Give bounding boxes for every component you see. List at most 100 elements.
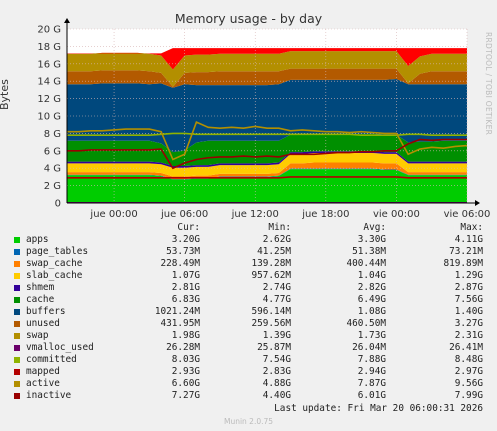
legend-row-unused: unused 431.95M 259.56M 460.50M 3.27G	[0, 318, 497, 330]
legend-name: shmem	[26, 282, 55, 293]
legend-max: 2.97G	[454, 366, 483, 377]
area-slab_cache	[67, 152, 467, 177]
legend-avg: 7.87G	[357, 378, 386, 389]
legend-swatch	[14, 381, 20, 387]
legend-swatch	[14, 297, 20, 303]
legend-avg: 2.82G	[357, 282, 386, 293]
legend-min: 2.62G	[262, 234, 291, 245]
y-tick-label: 4 G	[44, 164, 61, 175]
y-tick-label: 12 G	[37, 94, 61, 105]
legend-row-slab_cache: slab_cache 1.07G 957.62M 1.04G 1.29G	[0, 270, 497, 282]
y-tick-label: 18 G	[37, 42, 61, 53]
line-mapped	[67, 176, 467, 179]
legend-cur: 3.20G	[171, 234, 200, 245]
legend-min: 4.77G	[262, 294, 291, 305]
legend-header-avg: Avg:	[363, 222, 386, 233]
y-tick-label: 20 G	[37, 25, 61, 36]
legend-max: 7.56G	[454, 294, 483, 305]
legend-min: 4.40G	[262, 390, 291, 401]
legend-name: mapped	[26, 366, 60, 377]
legend-swatch	[14, 369, 20, 375]
legend-header: Cur: Min: Avg: Max:	[0, 222, 497, 234]
y-tick-label: 10 G	[37, 112, 61, 123]
legend-avg: 1.73G	[357, 330, 386, 341]
area-shmem	[67, 151, 467, 168]
legend-row-active: active 6.60G 4.88G 7.87G 9.56G	[0, 378, 497, 390]
last-update: Last update: Fri Mar 20 06:00:31 2026	[274, 403, 483, 414]
legend-cur: 6.60G	[171, 378, 200, 389]
legend-min: 957.62M	[251, 270, 291, 281]
legend-swatch	[14, 333, 20, 339]
legend-row-shmem: shmem 2.81G 2.74G 2.82G 2.87G	[0, 282, 497, 294]
legend-avg: 26.04M	[352, 342, 386, 353]
y-tick-label: 14 G	[37, 77, 61, 88]
legend-cur: 2.93G	[171, 366, 200, 377]
legend-max: 2.31G	[454, 330, 483, 341]
legend-avg: 3.30G	[357, 234, 386, 245]
legend-min: 7.54G	[262, 354, 291, 365]
legend-swatch	[14, 393, 20, 399]
legend-name: buffers	[26, 306, 66, 317]
legend-row-buffers: buffers 1021.24M 596.14M 1.08G 1.40G	[0, 306, 497, 318]
x-tick-label: jue 06:00	[160, 209, 208, 220]
y-tick-label: 0	[55, 199, 61, 210]
legend-swatch	[14, 357, 20, 363]
legend-name: inactive	[26, 390, 72, 401]
legend-max: 1.29G	[454, 270, 483, 281]
legend-name: page_tables	[26, 246, 89, 257]
y-tick-label: 8 G	[44, 129, 61, 140]
legend-cur: 53.73M	[166, 246, 200, 257]
legend-avg: 460.50M	[346, 318, 386, 329]
legend-cur: 1.98G	[171, 330, 200, 341]
legend-cur: 228.49M	[160, 258, 200, 269]
legend-cur: 1.07G	[171, 270, 200, 281]
legend-min: 1.39G	[262, 330, 291, 341]
legend-avg: 2.94G	[357, 366, 386, 377]
legend-swatch	[14, 261, 20, 267]
x-tick-label: jue 12:00	[231, 209, 279, 220]
legend-cur: 7.27G	[171, 390, 200, 401]
line-inactive	[67, 138, 467, 170]
legend-cur: 6.83G	[171, 294, 200, 305]
legend-avg: 400.44M	[346, 258, 386, 269]
legend-swatch	[14, 285, 20, 291]
y-tick-label: 16 G	[37, 59, 61, 70]
legend-cur: 2.81G	[171, 282, 200, 293]
legend-swatch	[14, 345, 20, 351]
legend-row-inactive: inactive 7.27G 4.40G 6.01G 7.99G	[0, 390, 497, 402]
legend-swatch	[14, 321, 20, 327]
legend-max: 7.99G	[454, 390, 483, 401]
legend-cur: 1021.24M	[154, 306, 200, 317]
x-tick-label: vie 00:00	[373, 209, 420, 220]
legend-name: swap_cache	[26, 258, 83, 269]
legend-min: 259.56M	[251, 318, 291, 329]
line-committed	[67, 132, 467, 136]
area-swap_cache	[67, 162, 467, 180]
legend-avg: 51.38M	[352, 246, 386, 257]
legend-max: 8.48G	[454, 354, 483, 365]
legend-max: 3.27G	[454, 318, 483, 329]
munin-version: Munin 2.0.75	[223, 417, 274, 426]
legend-min: 139.28M	[251, 258, 291, 269]
x-axis-arrow	[475, 200, 480, 206]
legend-row-swap_cache: swap_cache 228.49M 139.28M 400.44M 819.89M	[0, 258, 497, 270]
legend-max: 2.87G	[454, 282, 483, 293]
legend-row-page_tables: page_tables 53.73M 41.25M 51.38M 73.21M	[0, 246, 497, 258]
legend-name: slab_cache	[26, 270, 83, 281]
legend-header-max: Max:	[460, 222, 483, 233]
y-tick-label: 6 G	[44, 146, 61, 157]
legend-avg: 6.01G	[357, 390, 386, 401]
y-axis-arrow	[64, 18, 70, 23]
area-swap	[67, 51, 467, 87]
legend-max: 1.40G	[454, 306, 483, 317]
legend-name: unused	[26, 318, 60, 329]
legend-row-vmalloc_used: vmalloc_used 26.28M 25.87M 26.04M 26.41M	[0, 342, 497, 354]
legend-min: 596.14M	[251, 306, 291, 317]
legend-min: 2.74G	[262, 282, 291, 293]
area-total	[67, 48, 467, 70]
legend-swatch	[14, 273, 20, 279]
legend-row-mapped: mapped 2.93G 2.83G 2.94G 2.97G	[0, 366, 497, 378]
legend-min: 41.25M	[257, 246, 291, 257]
legend-avg: 7.88G	[357, 354, 386, 365]
legend-row-swap: swap 1.98G 1.39G 1.73G 2.31G	[0, 330, 497, 342]
